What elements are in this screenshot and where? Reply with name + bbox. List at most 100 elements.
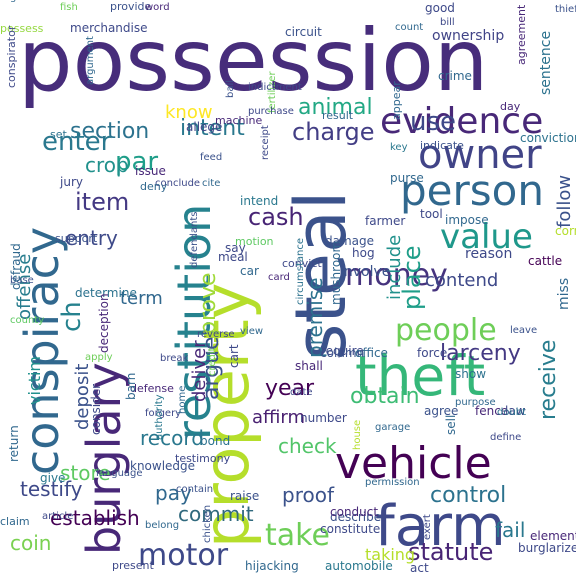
word: crime (438, 69, 472, 83)
word: define (490, 432, 521, 443)
word: taking (365, 545, 415, 564)
word: permission (365, 477, 420, 488)
word: feed (200, 152, 222, 163)
word: deposit (72, 364, 93, 430)
word: purpose (455, 397, 496, 408)
word: testimony (175, 452, 231, 465)
word: use (410, 107, 456, 137)
word: affirm (252, 407, 305, 428)
word: fish (60, 2, 78, 13)
word: present (112, 559, 155, 572)
word: fertilizer (267, 71, 278, 113)
word: entry (65, 226, 118, 250)
word: testify (20, 477, 83, 501)
word: farmer (365, 214, 405, 228)
word: thief (555, 4, 576, 15)
word: jury (59, 175, 83, 189)
word: automobile (325, 559, 393, 573)
word: include (384, 235, 405, 300)
word: deception (97, 293, 111, 353)
word: day (500, 100, 521, 113)
word: enter (42, 127, 112, 157)
word: contain (176, 484, 213, 495)
word: fail (495, 518, 525, 542)
word: money (345, 258, 448, 293)
word: statute (408, 538, 493, 566)
word: charge (292, 118, 375, 146)
word: burglary (77, 362, 131, 555)
word: date (290, 387, 313, 398)
word: tool (420, 207, 443, 221)
word: sentence (538, 31, 554, 95)
word: return (7, 425, 21, 462)
word: know (165, 102, 213, 123)
word: good (425, 1, 455, 15)
word: ownership (432, 28, 504, 44)
word: doubt (497, 407, 526, 418)
word: owner (418, 132, 542, 178)
word: hijacking (245, 559, 299, 573)
word: purse (390, 171, 424, 185)
word: involve (340, 264, 390, 280)
word: indictment (248, 82, 302, 93)
word: ch (57, 301, 87, 332)
word: offense (14, 254, 35, 320)
word: argue (199, 336, 224, 400)
word: describe (330, 510, 381, 524)
word: register (0, 0, 39, 3)
word: column (320, 346, 364, 360)
word: crop (85, 153, 129, 177)
word: card (268, 272, 290, 283)
word: cow (0, 0, 20, 3)
word: car (240, 264, 259, 278)
word: key (390, 142, 408, 153)
word: property (190, 283, 263, 548)
word: result (322, 109, 354, 122)
word: constitute (320, 522, 380, 536)
word: merchandise (70, 21, 148, 35)
word: agree (424, 404, 458, 418)
word: possession (18, 11, 488, 111)
word: meal (218, 250, 248, 264)
word: receive (536, 340, 561, 420)
word: victim (25, 356, 44, 405)
word: conspirator (5, 25, 18, 88)
word: damage (325, 234, 374, 248)
word: hog (352, 246, 375, 260)
word: article (42, 511, 73, 522)
word: bill (440, 17, 455, 28)
word: conduct (330, 505, 378, 519)
word: deliver (189, 340, 210, 402)
word: show (455, 367, 486, 381)
word: credit (207, 347, 218, 376)
word: pay (155, 481, 192, 505)
word: language (96, 468, 143, 479)
word: base (10, 275, 34, 286)
word: possess (0, 22, 44, 35)
word: set (50, 128, 67, 141)
word: defraud (9, 243, 23, 290)
word: defendants (189, 212, 200, 268)
word: mushroom (329, 241, 343, 305)
word: fence (475, 404, 508, 418)
word: reason (465, 246, 512, 262)
word: burglarize (518, 541, 576, 555)
word: home (177, 386, 188, 414)
word: place (398, 245, 426, 310)
word: ball (225, 80, 236, 98)
word: exert (422, 514, 433, 540)
word: obtain (350, 384, 420, 409)
word: barn (124, 373, 138, 400)
word: motion (235, 235, 274, 248)
word: claim (0, 515, 30, 528)
word: take (265, 518, 330, 553)
word: store (60, 461, 111, 485)
word: section (70, 119, 149, 144)
word: garage (375, 422, 410, 433)
word: argument (85, 36, 96, 85)
word: machine (215, 114, 263, 127)
word: check (278, 434, 337, 458)
word: authority (154, 394, 165, 440)
